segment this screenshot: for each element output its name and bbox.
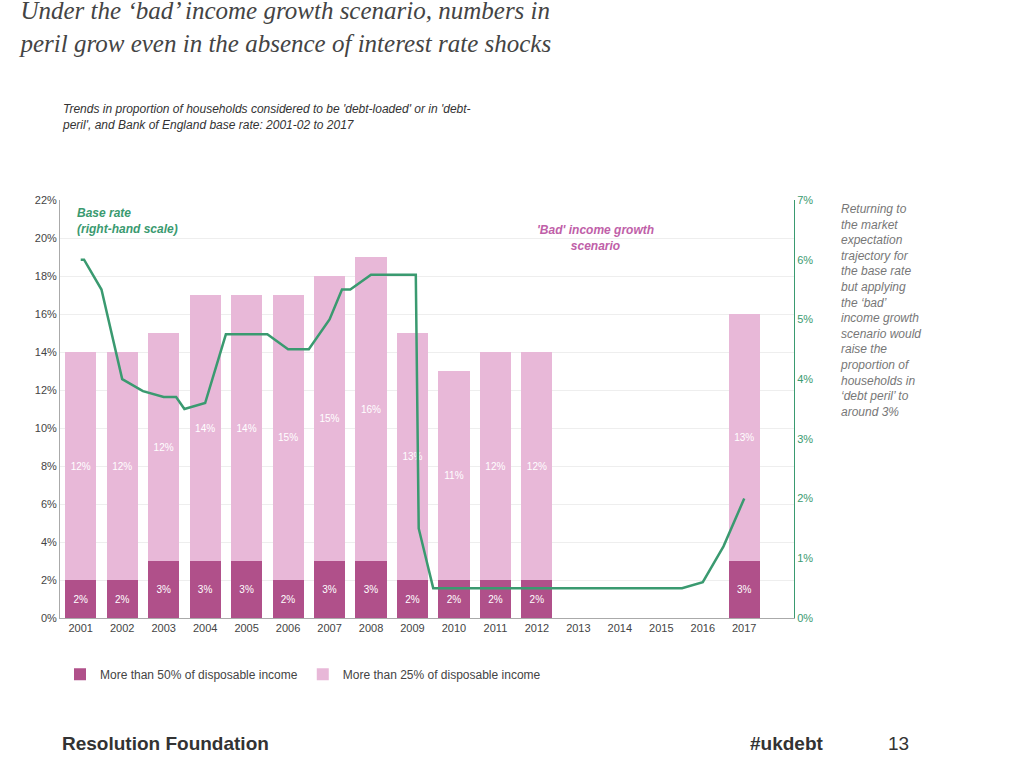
svg-text:6%: 6% — [797, 254, 813, 266]
svg-text:2%: 2% — [41, 574, 57, 586]
svg-text:7%: 7% — [797, 194, 813, 206]
svg-text:Resolution Foundation: Resolution Foundation — [62, 733, 269, 754]
svg-text:20%: 20% — [35, 232, 57, 244]
svg-text:Trends in proportion of househ: Trends in proportion of households consi… — [62, 102, 471, 132]
svg-text:'Bad' income growthscenario: 'Bad' income growthscenario — [537, 223, 654, 253]
svg-text:3%: 3% — [239, 584, 254, 595]
svg-text:12%: 12% — [485, 461, 505, 472]
svg-text:3%: 3% — [156, 584, 171, 595]
svg-text:Base rate(right-hand scale): Base rate(right-hand scale) — [77, 206, 178, 236]
svg-text:15%: 15% — [319, 413, 339, 424]
svg-text:2016: 2016 — [691, 622, 715, 634]
svg-text:10%: 10% — [35, 422, 57, 434]
svg-text:2011: 2011 — [484, 622, 508, 634]
svg-text:Returning tothe marketexpectat: Returning tothe marketexpectationtraject… — [840, 202, 921, 419]
svg-text:14%: 14% — [195, 423, 215, 434]
svg-text:12%: 12% — [154, 442, 174, 453]
svg-text:3%: 3% — [198, 584, 213, 595]
svg-text:2003: 2003 — [151, 622, 175, 634]
svg-text:2%: 2% — [530, 594, 545, 605]
svg-text:0%: 0% — [797, 612, 813, 624]
svg-text:2009: 2009 — [400, 622, 424, 634]
svg-text:3%: 3% — [797, 433, 813, 445]
svg-text:6%: 6% — [41, 498, 57, 510]
svg-text:16%: 16% — [361, 404, 381, 415]
svg-text:2%: 2% — [797, 492, 813, 504]
svg-text:12%: 12% — [527, 461, 547, 472]
svg-text:13%: 13% — [734, 432, 754, 443]
svg-text:2%: 2% — [115, 594, 130, 605]
svg-text:18%: 18% — [35, 270, 57, 282]
svg-text:3%: 3% — [322, 584, 337, 595]
svg-text:2015: 2015 — [649, 622, 673, 634]
svg-text:14%: 14% — [35, 346, 57, 358]
svg-text:2017: 2017 — [732, 622, 756, 634]
svg-text:2002: 2002 — [110, 622, 134, 634]
svg-text:2001: 2001 — [68, 622, 92, 634]
svg-text:1%: 1% — [797, 552, 813, 564]
svg-text:12%: 12% — [35, 384, 57, 396]
svg-text:2013: 2013 — [566, 622, 590, 634]
svg-text:5%: 5% — [797, 313, 813, 325]
svg-text:22%: 22% — [35, 194, 57, 206]
svg-text:0%: 0% — [41, 612, 57, 624]
svg-text:More than 50% of disposable in: More than 50% of disposable income — [100, 668, 298, 682]
svg-text:4%: 4% — [797, 373, 813, 385]
svg-text:2007: 2007 — [317, 622, 341, 634]
svg-text:4%: 4% — [41, 536, 57, 548]
svg-text:#ukdebt: #ukdebt — [750, 733, 824, 754]
svg-text:2005: 2005 — [234, 622, 258, 634]
svg-text:3%: 3% — [737, 584, 752, 595]
svg-text:2%: 2% — [488, 594, 503, 605]
svg-text:2%: 2% — [73, 594, 88, 605]
svg-text:14%: 14% — [237, 423, 257, 434]
svg-text:16%: 16% — [35, 308, 57, 320]
svg-text:13: 13 — [888, 733, 909, 754]
svg-text:11%: 11% — [444, 470, 463, 481]
svg-text:13%: 13% — [402, 451, 422, 462]
svg-text:2012: 2012 — [525, 622, 549, 634]
svg-text:2006: 2006 — [276, 622, 300, 634]
svg-text:15%: 15% — [278, 432, 298, 443]
svg-text:3%: 3% — [364, 584, 379, 595]
svg-text:2%: 2% — [281, 594, 296, 605]
svg-text:More than 25% of disposable in: More than 25% of disposable income — [343, 668, 541, 682]
svg-text:12%: 12% — [112, 461, 132, 472]
svg-text:2%: 2% — [447, 594, 462, 605]
svg-text:2%: 2% — [405, 594, 420, 605]
svg-text:Under the ‘bad’ income growth: Under the ‘bad’ income growth scenario, … — [18, 0, 551, 57]
svg-text:8%: 8% — [41, 460, 57, 472]
svg-text:2008: 2008 — [359, 622, 383, 634]
svg-text:2010: 2010 — [442, 622, 466, 634]
svg-text:2014: 2014 — [608, 622, 632, 634]
svg-text:2004: 2004 — [193, 622, 217, 634]
svg-text:12%: 12% — [71, 461, 91, 472]
